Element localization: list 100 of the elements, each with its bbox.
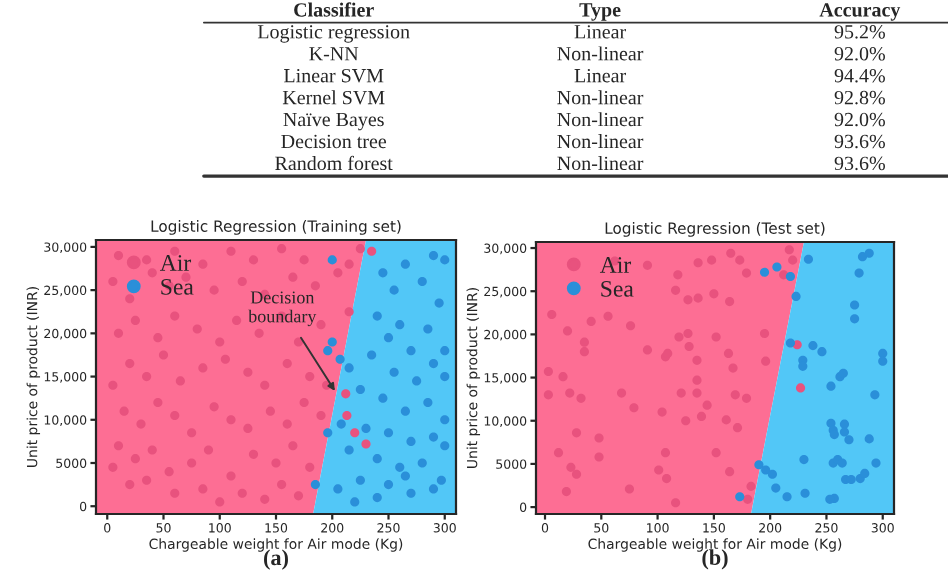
point <box>782 492 792 502</box>
point <box>767 469 777 479</box>
point <box>333 484 343 494</box>
text: 92.0% <box>834 112 885 127</box>
text: Accuracy <box>819 3 901 21</box>
text: Non-linear <box>557 46 644 61</box>
text: Non-linear <box>557 112 644 127</box>
point <box>754 460 764 470</box>
text: Linear <box>574 68 626 83</box>
text: 94.4% <box>834 68 885 83</box>
text: 93.6% <box>834 156 885 171</box>
point <box>383 428 394 438</box>
point <box>423 324 433 334</box>
point <box>406 488 416 498</box>
point <box>803 254 814 264</box>
point <box>854 268 864 278</box>
point <box>878 348 888 358</box>
legend-label: Sea <box>161 278 194 295</box>
point <box>327 337 337 347</box>
text: Classifier <box>294 2 374 17</box>
point <box>864 434 874 444</box>
point <box>428 484 439 494</box>
point <box>323 346 333 356</box>
text: 95.2% <box>834 25 885 39</box>
point <box>389 285 399 295</box>
point <box>327 255 337 265</box>
point <box>434 298 444 308</box>
point <box>310 480 320 490</box>
point <box>395 462 405 472</box>
text: Naïve Bayes <box>283 112 384 131</box>
point <box>870 390 880 400</box>
point <box>864 248 874 258</box>
point <box>383 333 394 343</box>
text: Linear <box>574 25 626 39</box>
text: 92.8% <box>834 90 885 105</box>
text: Logistic regression <box>257 25 410 43</box>
text: Non-linear <box>557 134 644 149</box>
point <box>372 492 382 503</box>
point <box>423 397 433 408</box>
text: Random forest <box>275 155 393 171</box>
point <box>428 250 439 261</box>
point <box>785 271 796 282</box>
point <box>850 314 860 324</box>
point <box>785 338 796 348</box>
point <box>355 384 365 395</box>
point <box>378 268 388 278</box>
text: 93.6% <box>834 134 885 149</box>
point <box>323 428 333 438</box>
point <box>839 427 850 437</box>
point <box>372 311 382 321</box>
point <box>395 320 405 330</box>
point <box>850 300 860 310</box>
point <box>826 381 836 391</box>
point <box>735 492 745 502</box>
text: Decision tree <box>281 134 387 149</box>
text: K-NN <box>309 47 359 61</box>
point <box>808 341 818 351</box>
point <box>440 415 450 425</box>
point <box>378 393 388 403</box>
point <box>383 480 394 490</box>
point <box>772 262 782 272</box>
text: Non-linear <box>557 90 644 105</box>
point <box>800 488 810 498</box>
legend-label: Air <box>599 257 632 273</box>
text: Type <box>579 3 621 21</box>
text: (a) <box>264 549 288 570</box>
point <box>878 356 888 366</box>
point <box>440 371 450 382</box>
point <box>799 455 809 465</box>
point <box>440 441 450 451</box>
point <box>406 346 416 356</box>
point <box>761 465 771 475</box>
point <box>389 367 399 377</box>
point <box>400 406 410 416</box>
text: Kernel SVM <box>282 90 385 105</box>
point <box>440 346 450 356</box>
point <box>428 432 439 442</box>
text: 92.0% <box>834 46 885 61</box>
point <box>817 347 827 357</box>
text: Linear SVM <box>284 68 384 83</box>
point <box>372 454 382 464</box>
point <box>857 252 868 262</box>
point <box>428 359 439 369</box>
point <box>355 475 365 485</box>
point <box>759 267 770 277</box>
point <box>417 458 427 468</box>
point <box>361 423 371 434</box>
point <box>406 436 416 446</box>
point <box>417 276 427 287</box>
point <box>350 497 360 507</box>
point <box>336 419 346 429</box>
point <box>367 350 377 360</box>
point <box>844 435 854 445</box>
point <box>860 468 870 478</box>
point <box>400 259 410 269</box>
point <box>871 458 881 468</box>
legend-label: Air <box>159 255 192 271</box>
text: (b) <box>702 549 728 570</box>
point <box>412 376 422 386</box>
point <box>344 363 354 373</box>
